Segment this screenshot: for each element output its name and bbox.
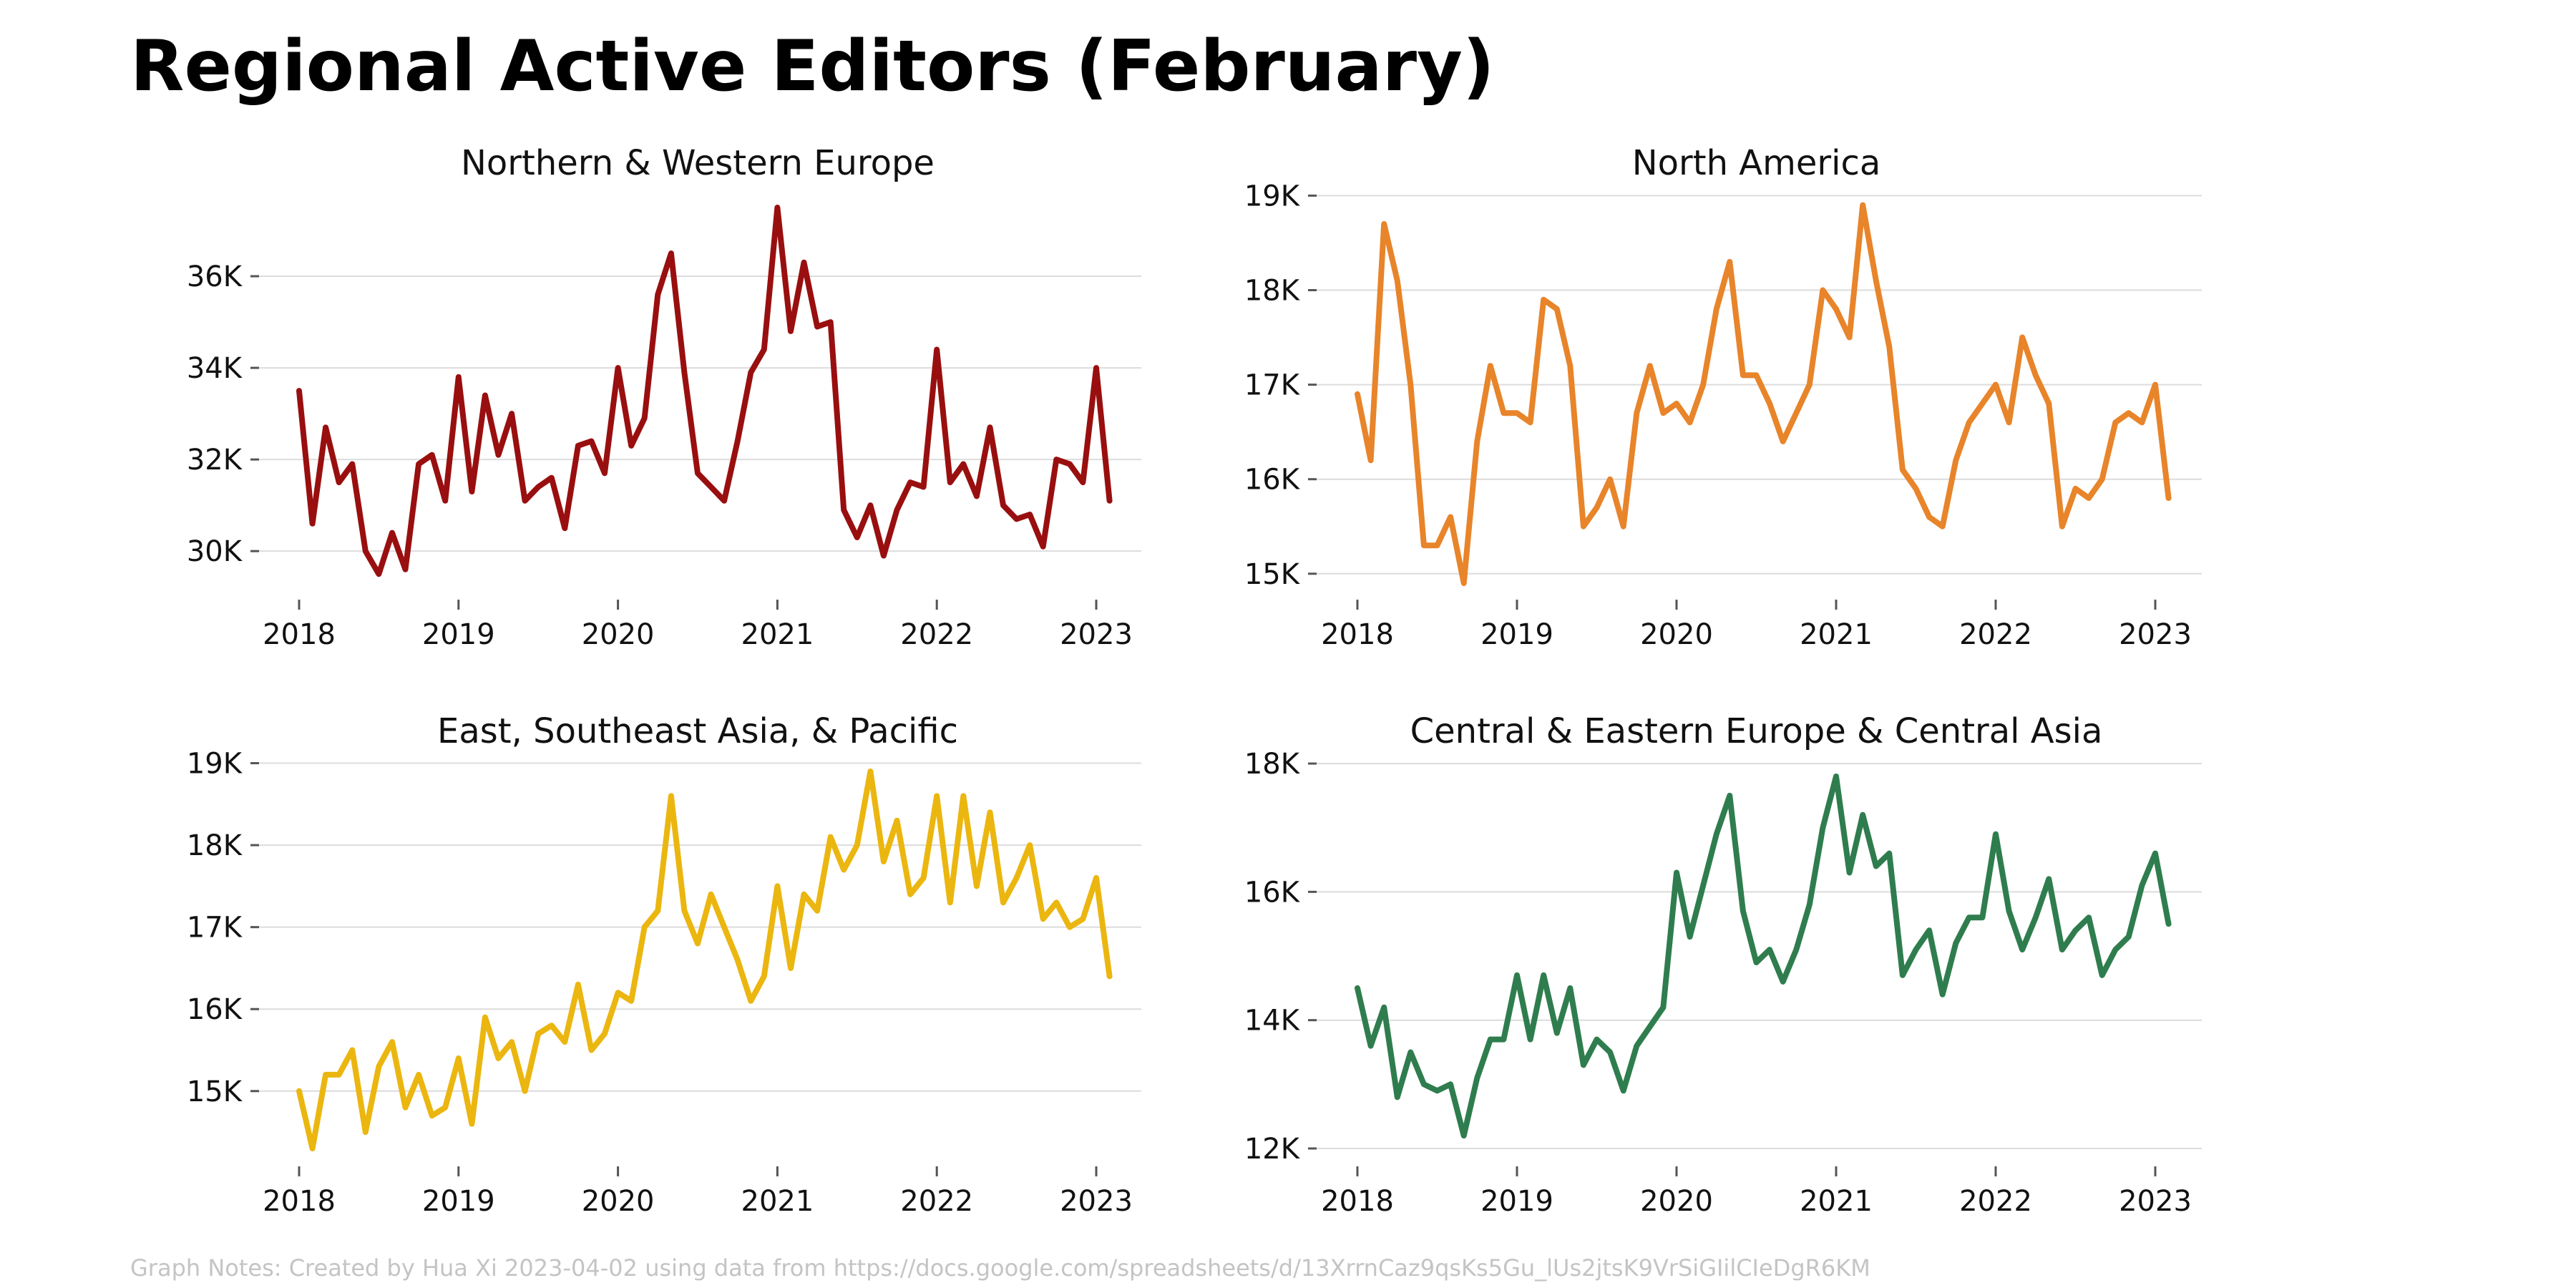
x-tick-label: 2018 (1321, 618, 1394, 651)
x-tick-label: 2022 (1959, 618, 2032, 651)
chart-panel-1: Northern & Western Europe 30K 32K 34K 36K 201… (187, 143, 1141, 651)
x-tick-label: 2018 (1321, 1185, 1394, 1218)
series-line (296, 205, 1113, 577)
y-tick-label: 16K (1244, 464, 1301, 497)
panel-title: East, Southeast Asia, & Pacific (437, 711, 958, 751)
page-title: Regional Active Editors (February) (130, 26, 1495, 107)
y-tick-label: 18K (187, 829, 243, 862)
y-tick-label: 16K (1244, 876, 1301, 909)
panel-title: North America (1632, 143, 1881, 183)
y-tick-label: 16K (187, 993, 243, 1026)
y-tick-label: 18K (1244, 274, 1301, 307)
x-tick-label: 2022 (900, 1185, 973, 1218)
x-tick-label: 2023 (1060, 1185, 1133, 1218)
x-tick-label: 2019 (422, 1185, 495, 1218)
y-tick-label: 32K (187, 444, 243, 477)
y-tick-label: 14K (1244, 1005, 1301, 1038)
x-tick-label: 2021 (741, 618, 814, 651)
chart-panel-3: East, Southeast Asia, & Pacific 15K 16K 17K… (187, 711, 1141, 1218)
x-tick-label: 2020 (582, 1185, 655, 1218)
x-tick-label: 2022 (1959, 1185, 2032, 1218)
y-tick-label: 12K (1244, 1133, 1301, 1166)
x-tick-label: 2023 (2119, 1185, 2192, 1218)
chart-panel-4: Central & Eastern Europe & Central Asia 1… (1244, 711, 2202, 1218)
x-tick-label: 2021 (741, 1185, 814, 1218)
y-tick-label: 17K (1244, 369, 1301, 402)
series-line (1355, 774, 2172, 1139)
y-tick-label: 30K (187, 535, 243, 568)
x-tick-label: 2019 (422, 618, 495, 651)
x-tick-label: 2020 (1640, 618, 1713, 651)
x-tick-label: 2023 (2119, 618, 2192, 651)
series-line (296, 769, 1113, 1151)
series-line (1355, 202, 2172, 586)
x-tick-label: 2022 (900, 618, 973, 651)
graph-notes: Graph Notes: Created by Hua Xi 2023-04-0… (130, 1254, 1870, 1282)
panel-title: Northern & Western Europe (461, 143, 935, 183)
x-tick-label: 2020 (1640, 1185, 1713, 1218)
y-tick-label: 15K (187, 1075, 243, 1108)
y-tick-label: 34K (187, 352, 243, 385)
panel-title: Central & Eastern Europe & Central Asia (1410, 711, 2103, 751)
x-tick-label: 2021 (1800, 1185, 1873, 1218)
x-tick-label: 2021 (1800, 618, 1873, 651)
x-tick-label: 2023 (1060, 618, 1133, 651)
y-tick-label: 18K (1244, 748, 1301, 781)
x-tick-label: 2020 (582, 618, 655, 651)
chart-panel-2: North America 15K 16K 17K 18K 19K 2018 2019 2020… (1244, 143, 2202, 651)
x-tick-label: 2018 (263, 1185, 336, 1218)
x-tick-label: 2018 (263, 618, 336, 651)
y-tick-label: 36K (187, 260, 243, 293)
x-tick-label: 2019 (1480, 1185, 1553, 1218)
y-tick-label: 15K (1244, 558, 1301, 591)
y-tick-label: 19K (1244, 180, 1301, 213)
y-tick-label: 17K (187, 912, 243, 945)
x-tick-label: 2019 (1480, 618, 1553, 651)
y-tick-label: 19K (187, 748, 243, 781)
